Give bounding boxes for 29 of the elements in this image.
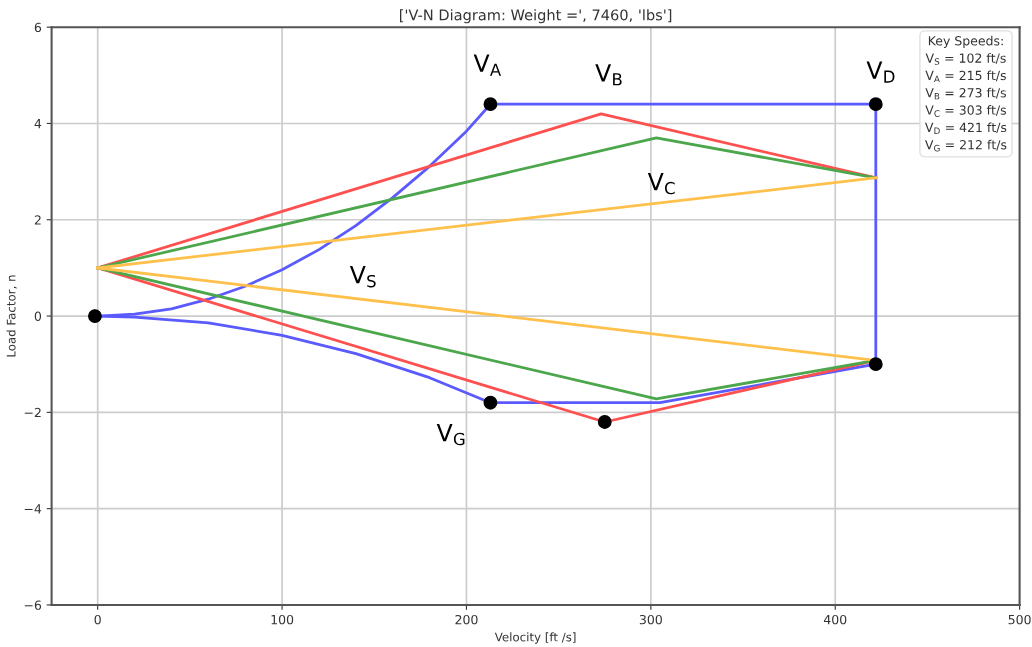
y-tick-label: 2 (34, 215, 41, 225)
y-tick-label: 4 (34, 119, 42, 129)
annotation: V$_{D}$ (866, 61, 895, 83)
x-tick-label: 400 (823, 614, 847, 625)
annotation: V$_{G}$ = 212 ft/s (925, 139, 1007, 152)
annotation: V$_{A}$ (473, 54, 502, 76)
y-tick-label: −4 (24, 504, 42, 514)
annotation: Key Speeds: (928, 35, 1003, 48)
y-tick-label: −2 (24, 407, 41, 418)
chart-title: ['V-N Diagram: Weight =', 7460, 'lbs'] (400, 9, 672, 24)
annotation: V$_{B}$ (595, 64, 622, 86)
annotation: V$_{C}$ (647, 173, 675, 195)
annotation: V$_{A}$ = 215 ft/s (925, 70, 1006, 83)
x-tick-label: 0 (94, 614, 101, 625)
x-tick-label: 500 (1008, 614, 1031, 625)
annotation: V$_{C}$ = 303 ft/s (925, 105, 1007, 117)
x-axis-title: Velocity [ft /s] (494, 632, 576, 644)
annotation: V$_{S}$ = 102 ft/s (925, 53, 1006, 65)
annotation: V$_{G}$ (436, 423, 465, 446)
annotation: V$_{S}$ (349, 266, 376, 288)
x-tick-label: 100 (271, 614, 294, 625)
y-tick-label: 6 (34, 22, 42, 33)
x-tick-label: 200 (455, 614, 478, 625)
y-tick-label: −6 (24, 600, 42, 610)
x-tick-label: 300 (639, 614, 662, 625)
annotation: V$_{D}$ = 421 ft/s (925, 122, 1007, 134)
y-tick-label: 0 (34, 311, 42, 321)
annotation: V$_{B}$ = 273 ft/s (925, 87, 1006, 100)
y-axis-title: Load Factor, n (6, 275, 17, 357)
